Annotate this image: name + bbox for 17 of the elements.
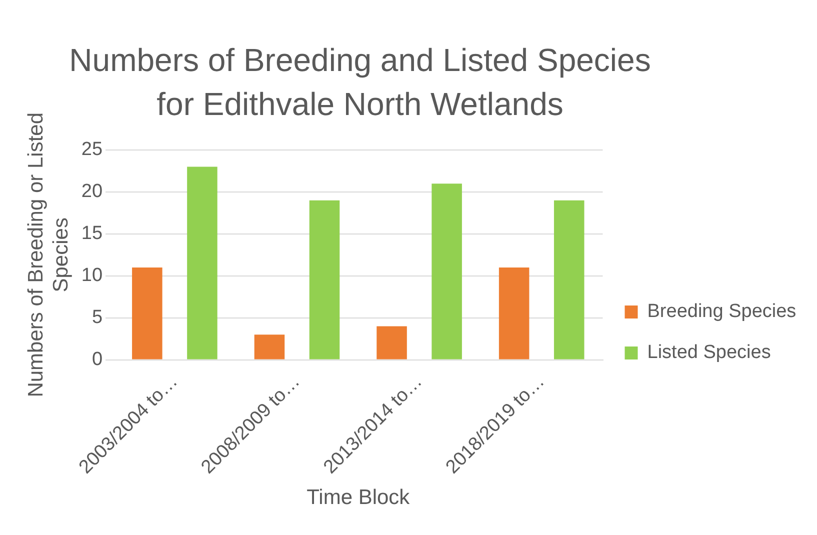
legend-label: Breeding Species bbox=[647, 301, 796, 322]
y-tick-label: 20 bbox=[81, 181, 103, 202]
y-tick-label: 25 bbox=[81, 139, 103, 160]
y-tick-label: 0 bbox=[92, 349, 103, 370]
y-tick-label: 15 bbox=[81, 223, 103, 244]
legend-label: Listed Species bbox=[647, 342, 771, 364]
y-tick-label: 10 bbox=[81, 265, 103, 286]
bar bbox=[309, 200, 340, 360]
bar bbox=[432, 184, 462, 360]
bar bbox=[376, 326, 407, 360]
bar bbox=[554, 200, 584, 360]
bar bbox=[187, 166, 218, 360]
x-axis-title: Time Block bbox=[306, 486, 410, 510]
bar bbox=[132, 267, 162, 360]
y-tick-label: 5 bbox=[92, 307, 103, 328]
bar bbox=[498, 267, 530, 360]
bar bbox=[254, 334, 285, 360]
